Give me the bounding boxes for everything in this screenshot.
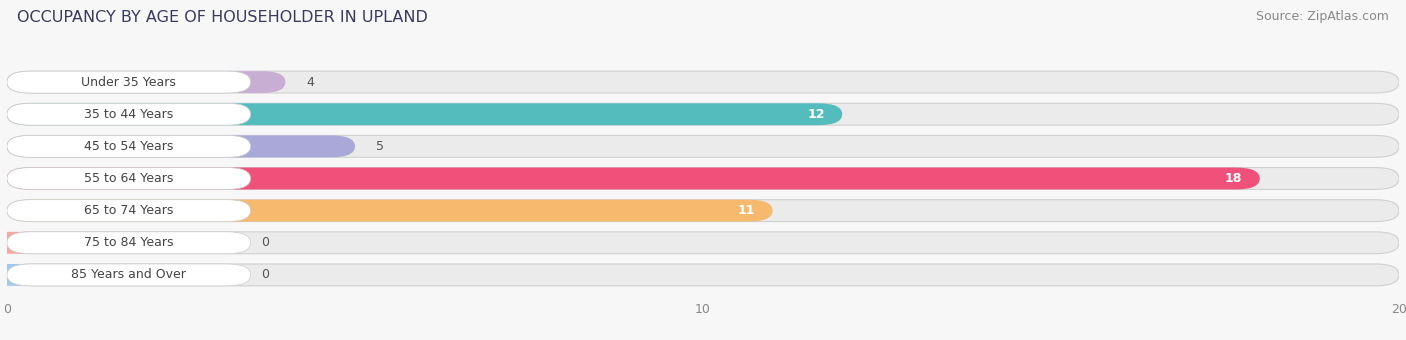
Text: 35 to 44 Years: 35 to 44 Years (84, 108, 173, 121)
FancyBboxPatch shape (7, 103, 842, 125)
FancyBboxPatch shape (7, 200, 773, 222)
FancyBboxPatch shape (7, 232, 1399, 254)
Text: 45 to 54 Years: 45 to 54 Years (84, 140, 173, 153)
FancyBboxPatch shape (7, 200, 1399, 222)
FancyBboxPatch shape (7, 71, 1399, 93)
FancyBboxPatch shape (0, 232, 31, 254)
FancyBboxPatch shape (7, 168, 1260, 189)
Text: 4: 4 (307, 75, 314, 89)
FancyBboxPatch shape (7, 168, 1399, 189)
FancyBboxPatch shape (7, 264, 250, 286)
FancyBboxPatch shape (7, 135, 250, 157)
FancyBboxPatch shape (7, 168, 250, 189)
Text: 0: 0 (262, 236, 269, 249)
Text: 55 to 64 Years: 55 to 64 Years (84, 172, 173, 185)
Text: Under 35 Years: Under 35 Years (82, 75, 176, 89)
Text: 65 to 74 Years: 65 to 74 Years (84, 204, 173, 217)
FancyBboxPatch shape (7, 232, 250, 254)
FancyBboxPatch shape (7, 103, 1399, 125)
FancyBboxPatch shape (7, 200, 250, 222)
Text: 11: 11 (738, 204, 755, 217)
FancyBboxPatch shape (7, 135, 354, 157)
FancyBboxPatch shape (7, 135, 1399, 157)
Text: 0: 0 (262, 268, 269, 282)
Text: 18: 18 (1225, 172, 1243, 185)
FancyBboxPatch shape (0, 264, 31, 286)
Text: 75 to 84 Years: 75 to 84 Years (84, 236, 173, 249)
FancyBboxPatch shape (7, 103, 250, 125)
Text: Source: ZipAtlas.com: Source: ZipAtlas.com (1256, 10, 1389, 23)
Text: 85 Years and Over: 85 Years and Over (72, 268, 186, 282)
Text: OCCUPANCY BY AGE OF HOUSEHOLDER IN UPLAND: OCCUPANCY BY AGE OF HOUSEHOLDER IN UPLAN… (17, 10, 427, 25)
FancyBboxPatch shape (7, 71, 285, 93)
FancyBboxPatch shape (7, 71, 250, 93)
Text: 12: 12 (807, 108, 825, 121)
FancyBboxPatch shape (7, 264, 1399, 286)
Text: 5: 5 (375, 140, 384, 153)
